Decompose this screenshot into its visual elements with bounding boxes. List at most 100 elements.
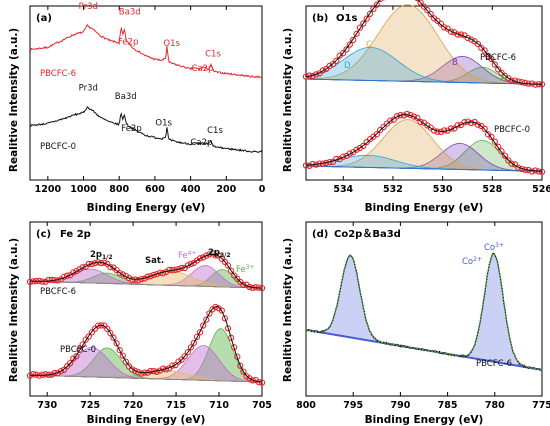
d-label-co2-sup: 2+	[473, 256, 482, 263]
a-peak-annotation: Pr3d	[79, 83, 98, 93]
b-data-point	[474, 40, 482, 48]
c-data-point	[73, 267, 80, 275]
c-data-point	[231, 344, 238, 351]
c-data-point	[240, 368, 247, 375]
c-data-point	[88, 329, 96, 336]
c-data-point	[85, 333, 92, 340]
c-data-point	[221, 258, 229, 266]
c-data-point	[76, 266, 83, 273]
c-label-fe4-sup: 4+	[188, 250, 197, 257]
d-xtick-label: 795	[343, 400, 363, 411]
c-data-point	[150, 271, 157, 279]
c-data-point	[67, 359, 74, 367]
c-data-point	[76, 346, 83, 353]
c-data-point	[128, 366, 136, 373]
d-xlabel: Binding Energy (eV)	[365, 414, 484, 426]
c-data-point	[147, 367, 154, 375]
c-data-point	[119, 352, 126, 359]
b-data-point	[444, 25, 451, 32]
a-xtick-label: 400	[181, 184, 201, 195]
b-baseline	[306, 78, 542, 85]
c-data-point	[88, 260, 96, 268]
c-data-point	[73, 353, 80, 360]
c-data-point	[82, 336, 89, 343]
a-xtick-label: 1200	[35, 184, 62, 195]
b-envelope	[306, 114, 542, 172]
b-plot	[302, 0, 546, 175]
b-data-point	[343, 46, 350, 53]
c-data-point	[218, 307, 225, 314]
a-xtick-label: 200	[216, 184, 236, 195]
b-baseline	[306, 165, 542, 172]
c-data-point	[234, 353, 241, 360]
c-label-2p32-sub: 3/2	[220, 252, 231, 259]
b-data-point	[508, 160, 515, 167]
b-xtick-label: 530	[433, 184, 453, 195]
c-xtick-label: 715	[166, 400, 186, 411]
c-data-point	[113, 340, 120, 347]
c-data-point	[200, 322, 207, 329]
c-data-point	[45, 276, 52, 284]
b-data-point	[437, 20, 445, 27]
c-label-2p32-main: 2p	[208, 248, 220, 258]
b-data-point	[380, 123, 387, 131]
a-peak-annotation: Fe2p	[118, 37, 138, 47]
d-xtick-label: 780	[485, 400, 505, 411]
c-baseline	[29, 374, 263, 383]
c-data-point	[196, 329, 204, 336]
panel-a: Realitive Intensity (a.u.) (a) 1200 1000 8…	[8, 0, 266, 214]
c-envelope	[29, 254, 263, 289]
b-data-point	[346, 41, 353, 48]
b-peak-label-C: C	[366, 40, 372, 50]
c-data-point	[190, 339, 198, 347]
b-data-point	[346, 150, 353, 157]
a-peak-annotation: Fe2p	[121, 124, 141, 134]
c-data-point	[153, 270, 160, 278]
c-data-point	[175, 358, 182, 365]
c-data-point	[175, 266, 182, 273]
c-label-fe4-main: Fe	[178, 251, 188, 261]
d-envelope	[305, 253, 543, 371]
b-data-point	[474, 121, 482, 128]
b-data-point	[377, 0, 384, 3]
b-xtick-label: 526	[532, 184, 550, 195]
b-data-point	[363, 15, 370, 22]
d-title: Co2p＆Ba3d	[334, 228, 401, 240]
a-series-line	[29, 106, 263, 153]
c-data-point	[196, 255, 204, 262]
d-label-co3-main: Co	[484, 243, 495, 253]
a-frame	[29, 5, 263, 181]
a-xtick-label: 1000	[70, 184, 97, 195]
b-data-point	[323, 65, 330, 73]
c-data-point	[110, 334, 117, 341]
c-data-point	[184, 349, 191, 356]
b-data-point	[417, 118, 424, 126]
c-data-point	[116, 347, 123, 354]
d-ylabel: Realitive Intensity (a.u.)	[282, 238, 294, 382]
b-data-point	[464, 34, 471, 42]
b-data-point	[447, 28, 455, 35]
b-panel-label: (b)	[312, 13, 328, 24]
c-data-point	[125, 274, 133, 282]
b-data-point	[505, 157, 512, 164]
panel-c: Realitive Intensity (a.u.) (c) Fe 2p 730…	[8, 221, 272, 426]
b-data-point	[360, 20, 367, 27]
b-data-point	[366, 10, 374, 17]
c-baseline	[30, 280, 262, 289]
b-data-point	[353, 146, 360, 153]
a-peak-annotation: O1s	[155, 118, 172, 128]
b-data-point	[491, 138, 498, 145]
b-ticks: 534 532 530 528 526	[333, 6, 550, 195]
c-data-point	[227, 334, 235, 341]
b-xtick-label: 528	[482, 184, 502, 195]
c-data-point	[70, 269, 77, 276]
c-ylabel: Realitive Intensity (a.u.)	[8, 238, 20, 382]
c-data-point	[187, 260, 195, 268]
b-peak-label-D: D	[344, 61, 351, 71]
b-data-point	[488, 133, 495, 141]
d-frame	[305, 221, 543, 397]
a-peak-annotation: C1s	[205, 50, 221, 60]
b-data-point	[319, 67, 327, 74]
a-panel-label: (a)	[36, 13, 52, 24]
c-data-point	[42, 278, 49, 285]
